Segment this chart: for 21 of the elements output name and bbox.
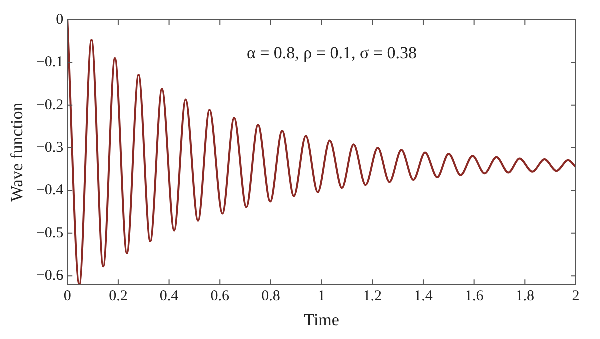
y-tick-label: −0.1 xyxy=(36,54,64,71)
x-tick-label: 0.6 xyxy=(210,288,230,305)
line-series xyxy=(68,20,576,285)
x-tick-label: 0.4 xyxy=(160,288,180,305)
y-tick-label: −0.2 xyxy=(36,97,64,114)
y-axis-title: Wave function xyxy=(8,102,27,202)
x-tick-label: 1.8 xyxy=(516,288,535,305)
annotation: α = 0.8, ρ = 0.1, σ = 0.38 xyxy=(246,43,418,62)
y-tick-label: −0.3 xyxy=(36,140,64,156)
x-tick-label: 1.4 xyxy=(414,288,434,305)
x-tick-label: 0.8 xyxy=(262,288,280,305)
x-tick-label: 1 xyxy=(318,288,326,305)
x-tick-label: 2 xyxy=(572,288,580,305)
x-tick-label: 0.2 xyxy=(109,288,128,305)
y-tick-label: −0.6 xyxy=(36,268,64,284)
x-axis-title: Time xyxy=(304,310,340,330)
x-tick-label: 1.2 xyxy=(363,288,382,305)
y-tick-label: 0 xyxy=(56,12,64,28)
x-tick-label: 1.6 xyxy=(464,288,484,305)
y-tick-label: −0.4 xyxy=(36,182,64,199)
y-tick-label: −0.5 xyxy=(36,225,64,242)
